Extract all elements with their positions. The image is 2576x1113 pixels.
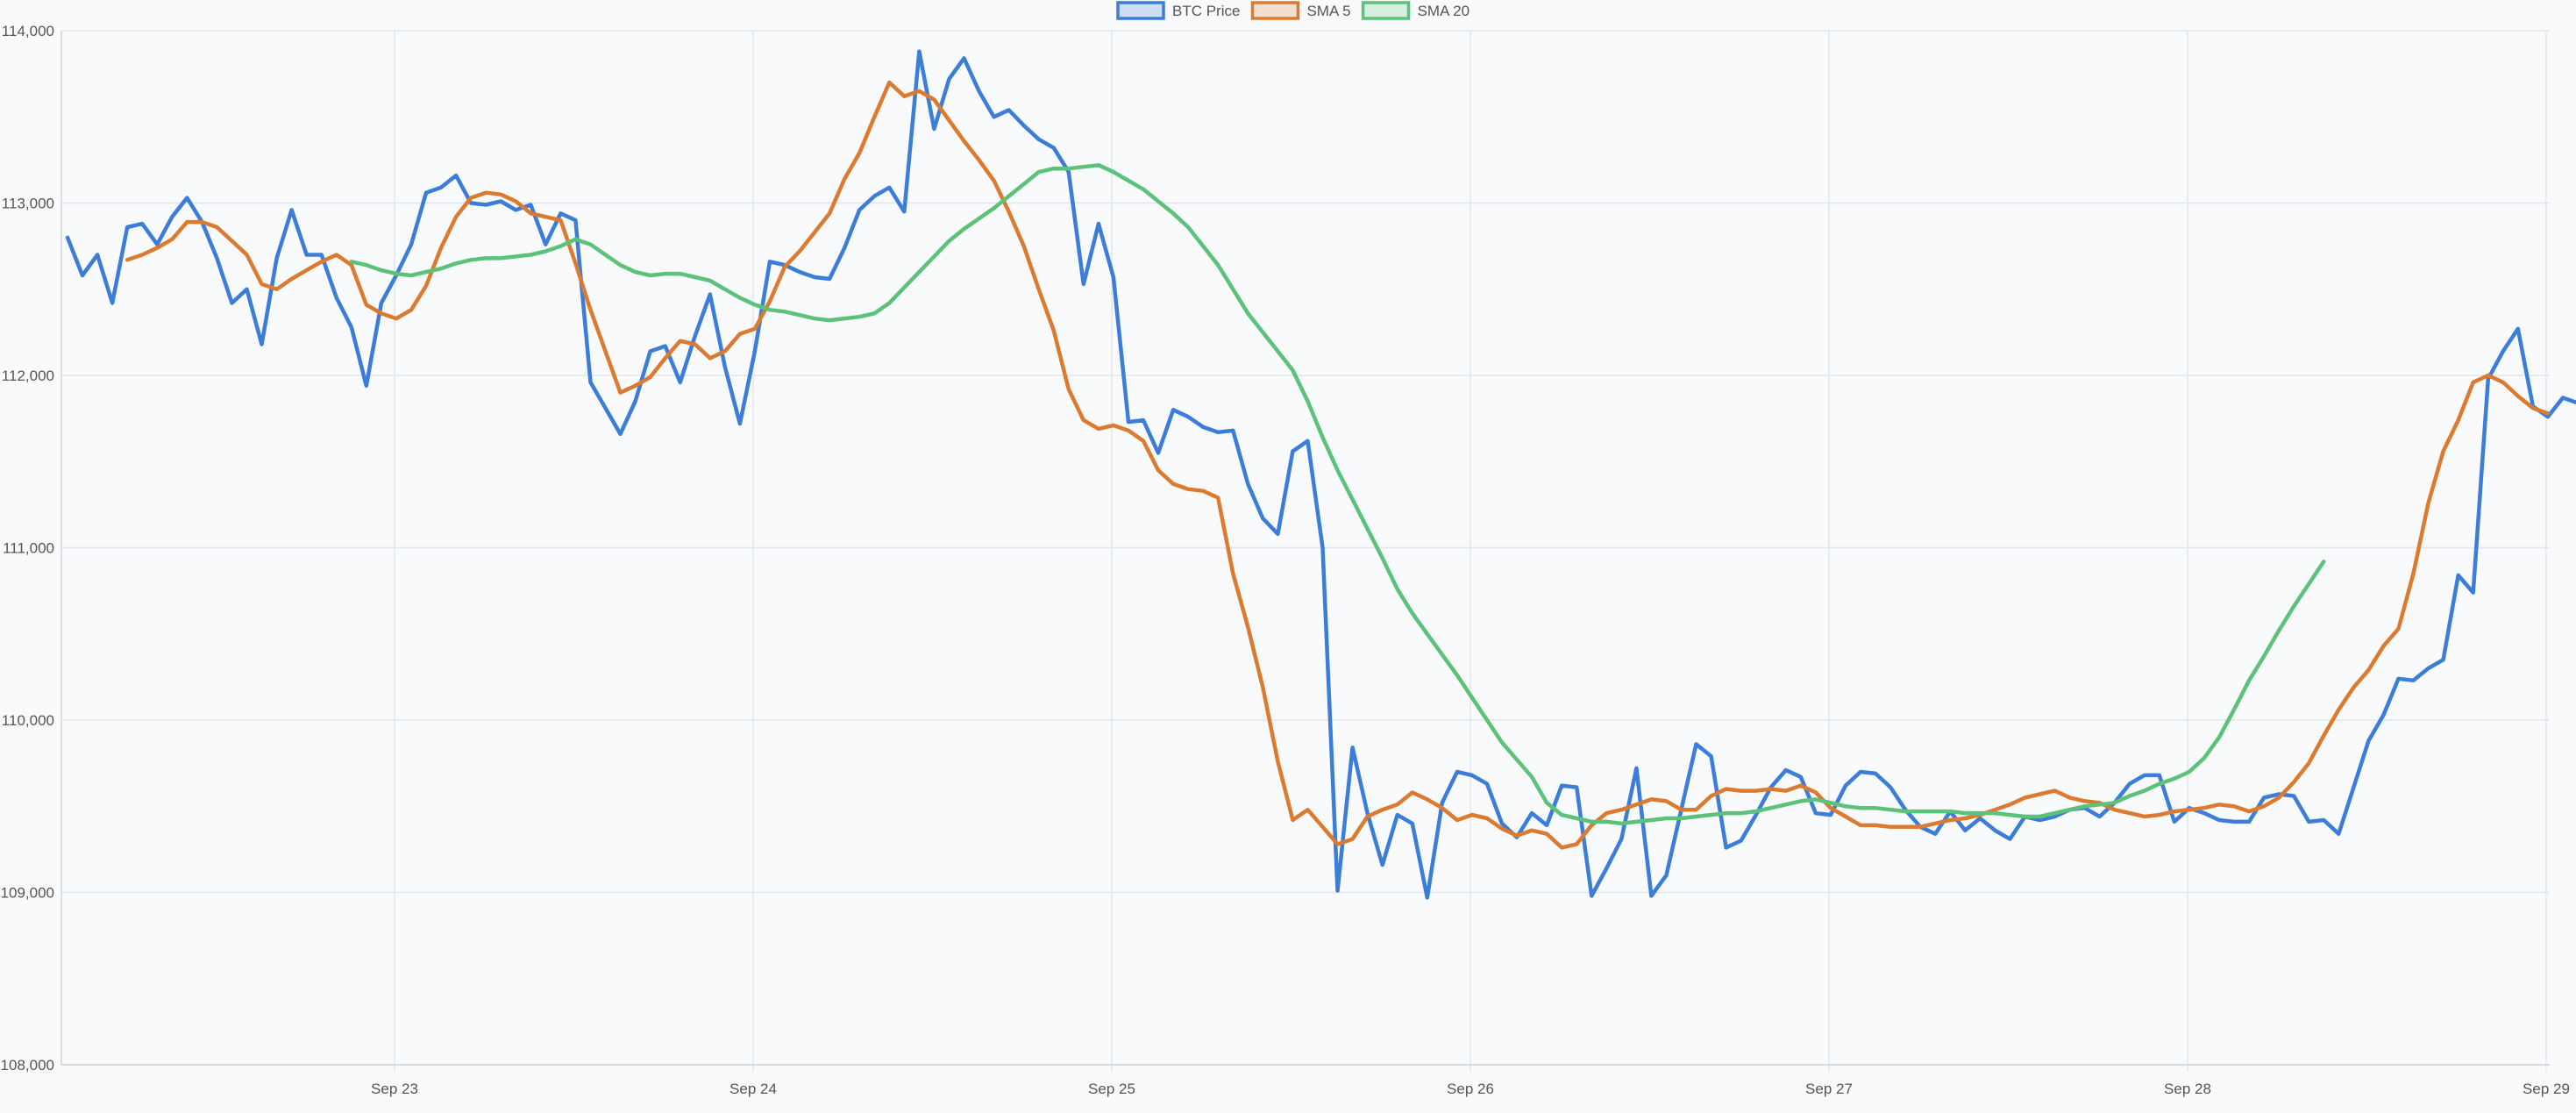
legend-swatch-btc-price (1116, 1, 1165, 20)
x-tick-label: Sep 26 (1447, 1081, 1494, 1097)
axes: 108,000 109,000 110,000 111,000 112,000 113,0… (1, 23, 2570, 1097)
x-tick-label: Sep 23 (371, 1081, 418, 1097)
legend-label-sma-20: SMA 20 (1418, 3, 1470, 19)
y-tick-label: 112,000 (2, 367, 54, 384)
y-tick-label: 113,000 (2, 196, 54, 212)
legend-swatch-sma-20 (1361, 1, 1411, 20)
x-tick-label: Sep 29 (2523, 1081, 2570, 1097)
legend: BTC Price SMA 5 SMA 20 (1116, 1, 1470, 20)
series-line-sma-20 (349, 163, 2326, 826)
y-tick-label: 111,000 (3, 540, 54, 557)
gridlines (61, 30, 2550, 1072)
y-tick-label: 108,000 (1, 1057, 54, 1074)
x-tick-label: Sep 28 (2164, 1081, 2211, 1097)
series-line-sma-5 (125, 80, 2551, 850)
x-tick-label: Sep 24 (729, 1081, 777, 1097)
series-line-btc-price (65, 49, 2576, 900)
legend-swatch-sma-5 (1250, 1, 1300, 20)
legend-label-btc-price: BTC Price (1172, 3, 1240, 19)
y-tick-label: 114,000 (2, 23, 54, 39)
x-tick-label: Sep 25 (1088, 1081, 1135, 1097)
series-lines (65, 49, 2576, 900)
x-tick-label: Sep 27 (1805, 1081, 1853, 1097)
legend-label-sma-5: SMA 5 (1306, 3, 1350, 19)
y-tick-label: 109,000 (1, 885, 54, 902)
y-tick-label: 110,000 (2, 712, 54, 729)
